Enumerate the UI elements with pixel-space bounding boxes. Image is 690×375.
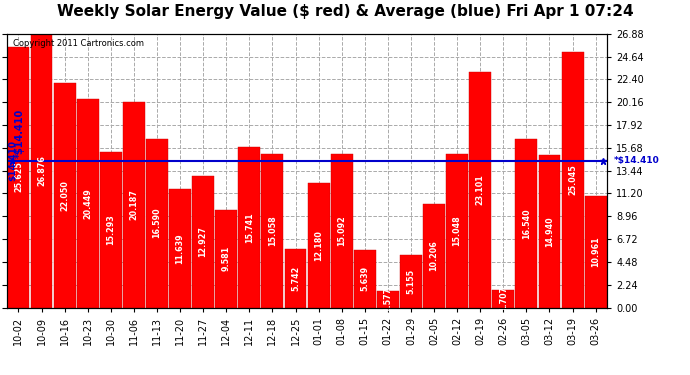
Text: 10.961: 10.961: [591, 236, 600, 267]
Bar: [77, 99, 99, 308]
Bar: [515, 139, 538, 308]
Text: *$14.410: *$14.410: [15, 108, 25, 158]
Text: 25.625: 25.625: [14, 162, 23, 192]
Text: 20.187: 20.187: [130, 189, 139, 220]
Text: $14.410: $14.410: [8, 140, 17, 181]
Text: Weekly Solar Energy Value ($ red) & Average (blue) Fri Apr 1 07:24: Weekly Solar Energy Value ($ red) & Aver…: [57, 4, 633, 19]
Bar: [584, 196, 607, 308]
Bar: [538, 155, 560, 308]
Bar: [493, 290, 514, 308]
Text: 16.590: 16.590: [152, 208, 161, 238]
Bar: [146, 138, 168, 308]
Text: 1.707: 1.707: [499, 286, 508, 311]
Text: 23.101: 23.101: [475, 174, 484, 205]
Text: 12.927: 12.927: [199, 226, 208, 257]
Text: 1.577: 1.577: [384, 287, 393, 312]
Text: 20.449: 20.449: [83, 188, 92, 219]
Text: Copyright 2011 Cartronics.com: Copyright 2011 Cartronics.com: [13, 39, 144, 48]
Bar: [354, 250, 376, 307]
Text: 14.940: 14.940: [545, 216, 554, 247]
Text: 9.581: 9.581: [221, 246, 230, 272]
Bar: [262, 154, 284, 308]
Text: 11.639: 11.639: [175, 233, 184, 264]
Bar: [308, 183, 330, 308]
Text: 16.540: 16.540: [522, 208, 531, 238]
Bar: [284, 249, 306, 308]
Bar: [377, 291, 399, 308]
Text: 25.045: 25.045: [568, 165, 577, 195]
Bar: [193, 176, 214, 308]
Text: 5.742: 5.742: [291, 266, 300, 291]
Text: 26.876: 26.876: [37, 155, 46, 186]
Text: 22.050: 22.050: [60, 180, 69, 211]
Text: 12.180: 12.180: [314, 230, 323, 261]
Text: *$14.410: *$14.410: [614, 156, 660, 165]
Bar: [8, 46, 30, 308]
Text: 15.293: 15.293: [106, 214, 115, 245]
Bar: [446, 154, 468, 308]
Text: 15.048: 15.048: [453, 216, 462, 246]
Bar: [400, 255, 422, 308]
Text: 15.741: 15.741: [245, 212, 254, 243]
Bar: [423, 204, 445, 308]
Bar: [469, 72, 491, 308]
Bar: [54, 83, 76, 308]
Text: 10.206: 10.206: [430, 240, 439, 271]
Text: 5.639: 5.639: [360, 266, 369, 291]
Text: 15.058: 15.058: [268, 216, 277, 246]
Bar: [331, 154, 353, 308]
Bar: [169, 189, 191, 308]
Bar: [238, 147, 260, 308]
Text: 15.092: 15.092: [337, 215, 346, 246]
Bar: [123, 102, 145, 308]
Text: 5.155: 5.155: [406, 269, 415, 294]
Bar: [562, 53, 584, 308]
Bar: [30, 34, 52, 308]
Bar: [100, 152, 121, 308]
Bar: [215, 210, 237, 308]
